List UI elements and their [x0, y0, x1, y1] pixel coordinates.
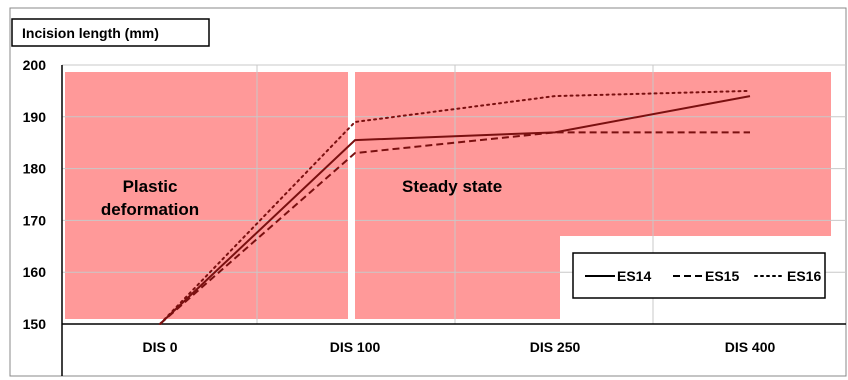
- y-tick-label: 170: [23, 212, 47, 228]
- steady-state-region: [355, 72, 831, 236]
- y-tick-label: 150: [23, 316, 47, 332]
- axes: [61, 65, 846, 376]
- y-tick-label: 200: [23, 57, 47, 73]
- region-label-plastic-line2: deformation: [101, 200, 199, 219]
- legend: ES14 ES15 ES16: [572, 252, 826, 299]
- y-tick-label: 190: [23, 109, 47, 125]
- y-tick-label: 160: [23, 264, 47, 280]
- gridlines: [62, 64, 846, 324]
- legend-label-es14: ES14: [617, 268, 651, 284]
- region-divider: [348, 70, 355, 322]
- x-tick-label: DIS 0: [142, 339, 177, 355]
- x-tick-label: DIS 250: [530, 339, 581, 355]
- shaded-regions: [65, 72, 831, 319]
- legend-label-es15: ES15: [705, 268, 739, 284]
- chart-title-box: Incision length (mm): [11, 18, 210, 47]
- chart-title-border: [11, 18, 210, 47]
- x-tick-label: DIS 100: [330, 339, 381, 355]
- x-tick-labels: DIS 0 DIS 100 DIS 250 DIS 400: [142, 339, 775, 355]
- y-tick-labels: 150 160 170 180 190 200: [23, 57, 47, 332]
- region-label-steady-state: Steady state: [402, 177, 502, 196]
- plastic-deformation-region: [65, 72, 348, 319]
- series-lines: [159, 89, 751, 325]
- region-label-plastic-line1: Plastic: [123, 177, 178, 196]
- legend-label-es16: ES16: [787, 268, 821, 284]
- y-tick-label: 180: [23, 161, 47, 177]
- series-line-es14: [159, 95, 751, 325]
- steady-state-region-lower: [355, 236, 560, 319]
- chart-title: Incision length (mm): [22, 25, 159, 41]
- x-tick-label: DIS 400: [725, 339, 776, 355]
- series-line-es16: [159, 89, 751, 325]
